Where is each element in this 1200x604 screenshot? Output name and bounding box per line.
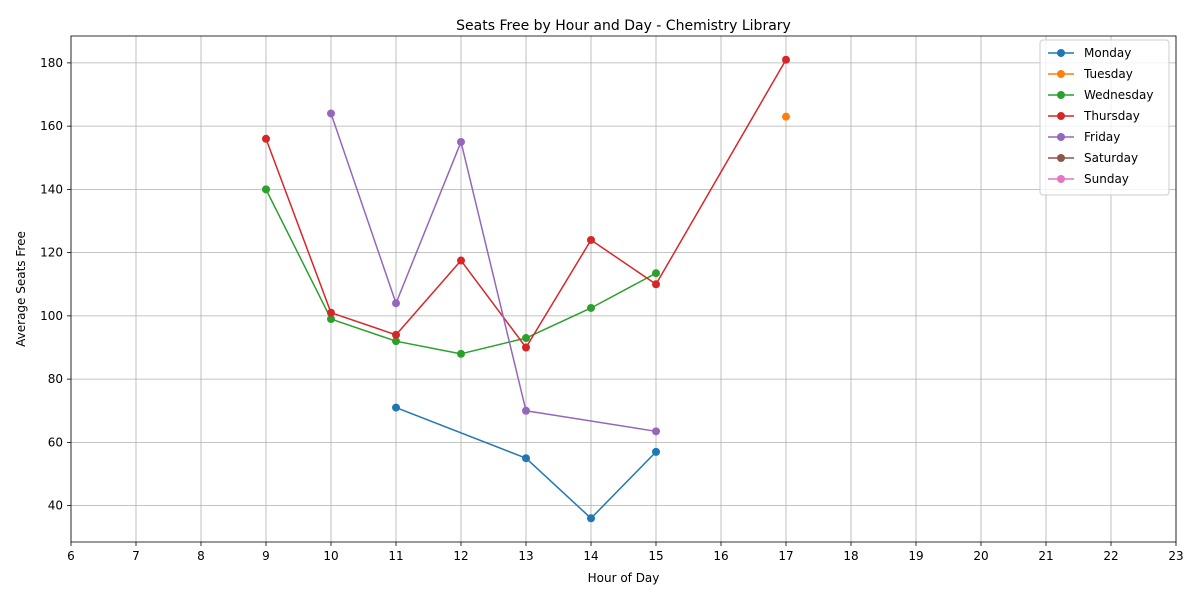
data-point-thursday (457, 256, 465, 265)
series-layer (262, 55, 790, 523)
data-point-monday (392, 403, 400, 412)
x-tick-label: 14 (583, 549, 598, 563)
legend-item: Monday (1048, 46, 1131, 60)
y-axis-label: Average Seats Free (14, 231, 28, 347)
x-tick-label: 12 (453, 549, 468, 563)
legend-item: Thursday (1048, 109, 1140, 123)
series-line-friday (330, 113, 657, 433)
legend-swatch-marker (1057, 70, 1065, 78)
x-tick-label: 7 (132, 549, 140, 563)
series-friday (327, 109, 660, 436)
y-tick-label: 160 (40, 119, 63, 133)
series-tuesday (782, 112, 790, 121)
legend-swatch-marker (1057, 91, 1065, 99)
grid-lines (70, 36, 1177, 542)
data-point-friday (392, 299, 400, 308)
legend-label: Thursday (1083, 109, 1140, 123)
legend: Monday Tuesday Wednesday Thursday Friday Satu… (1039, 39, 1170, 196)
y-tick-label: 80 (48, 372, 63, 386)
data-point-thursday (522, 343, 530, 352)
data-point-thursday (327, 308, 335, 317)
legend-item: Saturday (1048, 151, 1138, 165)
data-point-friday (652, 427, 660, 436)
x-tick-label: 15 (648, 549, 663, 563)
legend-label: Friday (1084, 130, 1120, 144)
legend-frame (1039, 39, 1170, 196)
x-axis: 6 7 8 9 10 11 12 13 14 15 16 17 18 19 20 21 22 23 (67, 542, 1184, 563)
data-point-wednesday (327, 315, 335, 324)
x-tick-label: 8 (197, 549, 205, 563)
data-point-thursday (392, 330, 400, 339)
series-monday (392, 403, 660, 523)
legend-label: Tuesday (1083, 67, 1133, 81)
data-point-wednesday (652, 269, 660, 278)
y-axis: 40 60 80 100 120 140 160 180 (40, 56, 71, 513)
legend-swatch-marker (1057, 49, 1065, 57)
x-tick-label: 21 (1038, 549, 1053, 563)
data-point-friday (457, 137, 465, 146)
data-point-wednesday (587, 303, 595, 312)
x-tick-label: 16 (713, 549, 728, 563)
data-point-thursday (262, 134, 270, 143)
series-line-thursday (265, 59, 787, 349)
legend-item: Sunday (1048, 172, 1129, 186)
series-line-monday (395, 406, 657, 520)
data-point-tuesday (782, 112, 790, 121)
plot-frame (70, 35, 1177, 543)
x-tick-label: 23 (1168, 549, 1183, 563)
legend-label: Saturday (1084, 151, 1138, 165)
series-wednesday (262, 185, 660, 358)
legend-label: Wednesday (1084, 88, 1153, 102)
data-point-friday (327, 109, 335, 118)
x-tick-label: 18 (843, 549, 858, 563)
legend-label: Monday (1084, 46, 1131, 60)
x-tick-label: 20 (973, 549, 988, 563)
x-tick-label: 10 (323, 549, 338, 563)
data-point-thursday (587, 235, 595, 244)
x-tick-label: 22 (1103, 549, 1118, 563)
x-tick-label: 13 (518, 549, 533, 563)
chart-title: Seats Free by Hour and Day - Chemistry L… (456, 18, 791, 34)
legend-label: Sunday (1084, 172, 1129, 186)
legend-item: Tuesday (1048, 67, 1133, 81)
legend-swatch-marker (1057, 175, 1065, 183)
series-thursday (262, 55, 790, 352)
data-point-friday (522, 406, 530, 415)
data-point-thursday (652, 280, 660, 289)
data-point-monday (522, 454, 530, 463)
y-tick-label: 120 (40, 246, 63, 260)
legend-swatch-marker (1057, 154, 1065, 162)
y-tick-label: 140 (40, 182, 63, 196)
data-point-wednesday (262, 185, 270, 194)
y-tick-label: 100 (40, 309, 63, 323)
x-tick-label: 6 (67, 549, 75, 563)
x-tick-label: 17 (778, 549, 793, 563)
x-tick-label: 11 (388, 549, 403, 563)
x-tick-label: 9 (262, 549, 270, 563)
legend-swatch-marker (1057, 133, 1065, 141)
x-axis-label: Hour of Day (588, 571, 660, 585)
y-tick-label: 40 (48, 499, 63, 513)
data-point-wednesday (392, 337, 400, 346)
y-tick-label: 180 (40, 56, 63, 70)
data-point-wednesday (522, 334, 530, 343)
legend-item: Wednesday (1048, 88, 1153, 102)
data-point-monday (652, 447, 660, 456)
data-point-monday (587, 514, 595, 523)
data-point-wednesday (457, 349, 465, 358)
x-tick-label: 19 (908, 549, 923, 563)
legend-item: Friday (1048, 130, 1120, 144)
data-point-thursday (782, 55, 790, 64)
legend-swatch-marker (1057, 112, 1065, 120)
y-tick-label: 60 (48, 435, 63, 449)
